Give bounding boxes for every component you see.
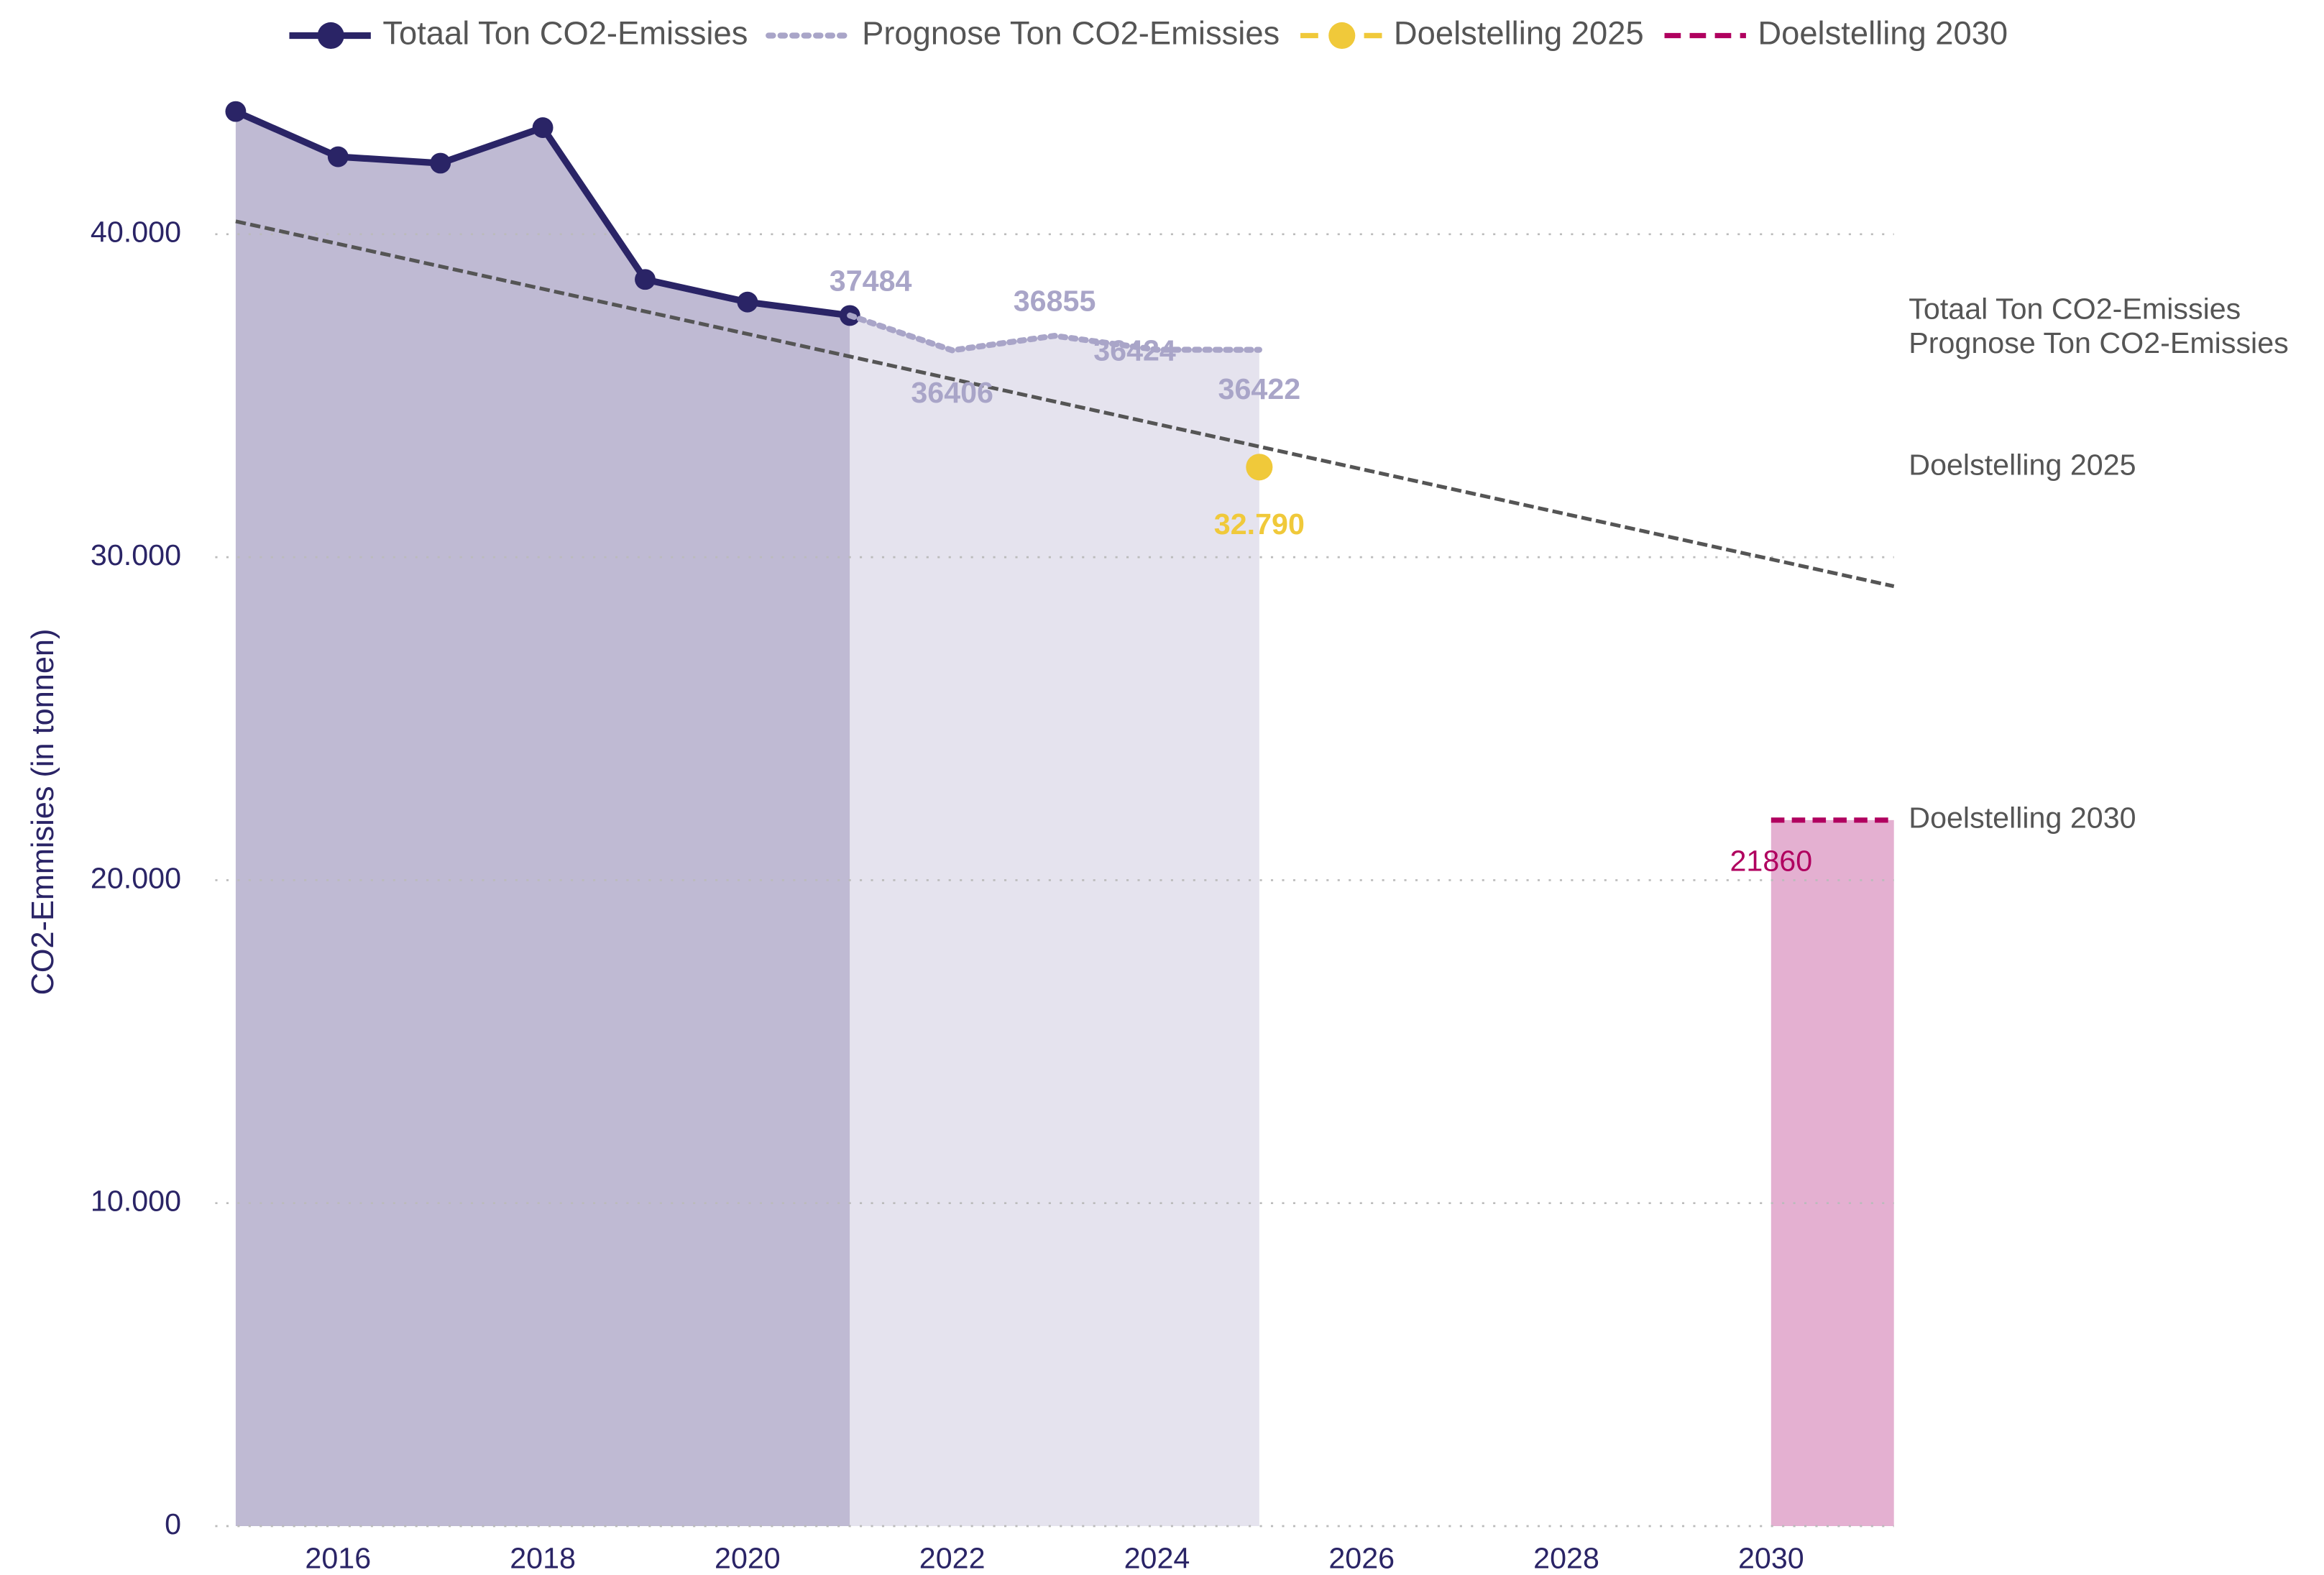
target-area	[1770, 819, 1894, 1526]
x-tick-label: 2026	[1328, 1541, 1395, 1574]
trendline	[235, 219, 1895, 589]
series-area	[850, 315, 1259, 1526]
y-tick-label: 40.000	[91, 216, 181, 249]
end-label: Doelstelling 2030	[1909, 802, 2136, 835]
data-label: 36855	[1014, 285, 1096, 318]
data-label: 36422	[1218, 372, 1301, 405]
legend-item: Doelstelling 2030	[1664, 14, 2008, 51]
y-axis-label: CO2-Emmisies (in tonnen)	[26, 629, 60, 996]
target-point	[1246, 454, 1273, 481]
end-label: Totaal Ton CO2-Emissies	[1909, 293, 2241, 326]
data-point	[225, 101, 247, 122]
y-tick-label: 30.000	[91, 538, 181, 571]
legend-marker	[317, 22, 344, 50]
data-point	[737, 291, 758, 313]
legend-label: Doelstelling 2025	[1394, 14, 1644, 51]
data-label: 36424	[1093, 334, 1176, 367]
legend-marker	[1328, 22, 1356, 50]
x-tick-label: 2028	[1533, 1541, 1599, 1574]
data-label: 32.790	[1214, 508, 1305, 541]
end-label: Prognose Ton CO2-Emissies	[1909, 326, 2288, 359]
x-tick-label: 2018	[510, 1541, 576, 1574]
legend-label: Totaal Ton CO2-Emissies	[382, 14, 748, 51]
x-tick-label: 2030	[1738, 1541, 1804, 1574]
x-tick-label: 2022	[919, 1541, 986, 1574]
legend-label: Prognose Ton CO2-Emissies	[862, 14, 1280, 51]
x-tick-label: 2024	[1124, 1541, 1190, 1574]
data-point	[532, 117, 554, 139]
legend-item: Prognose Ton CO2-Emissies	[766, 14, 1280, 51]
x-tick-label: 2020	[715, 1541, 781, 1574]
y-tick-label: 20.000	[91, 861, 181, 894]
data-point	[327, 146, 349, 167]
legend-label: Doelstelling 2030	[1758, 14, 2008, 51]
series-area	[235, 111, 850, 1526]
data-point	[635, 269, 656, 290]
series-line	[847, 312, 1262, 354]
x-tick-label: 2016	[305, 1541, 371, 1574]
data-label: 21860	[1730, 845, 1813, 878]
y-tick-label: 0	[165, 1507, 181, 1540]
data-point	[430, 152, 451, 174]
data-label: 36406	[911, 376, 993, 409]
end-label: Doelstelling 2025	[1909, 449, 2136, 482]
legend-item: Doelstelling 2025	[1300, 14, 1644, 51]
legend-item: Totaal Ton CO2-Emissies	[289, 14, 748, 51]
data-label: 37484	[830, 264, 912, 297]
y-tick-label: 10.000	[91, 1185, 181, 1218]
